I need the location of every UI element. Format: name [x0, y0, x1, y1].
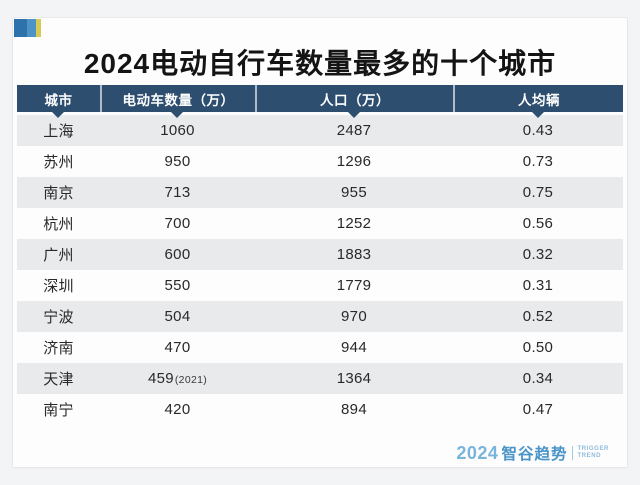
cell-ebikes-note: (2021) — [174, 374, 208, 386]
cell-population: 1364 — [336, 370, 372, 387]
cell-population: 1883 — [336, 246, 372, 263]
table-row: 南宁 420 894 0.47 — [17, 394, 623, 425]
cell-city: 南宁 — [43, 402, 74, 419]
table-header-row: 城市 电动车数量（万） 人口（万） 人均辆 — [17, 85, 623, 112]
table-row: 宁波 504 970 0.52 — [17, 301, 623, 332]
cell-per-capita: 0.73 — [522, 153, 554, 170]
header-notch-city — [51, 111, 65, 118]
cell-per-capita: 0.34 — [522, 370, 554, 387]
header-notch-per-capita — [531, 111, 545, 118]
cell-population: 2487 — [336, 122, 372, 139]
logo-year-text: 2024 — [456, 442, 499, 463]
column-header-2: 人口（万） — [255, 85, 453, 112]
cell-population: 970 — [341, 308, 367, 325]
cell-ebikes: 950 — [164, 153, 191, 170]
table-row: 杭州 700 1252 0.56 — [17, 208, 623, 239]
cell-population: 955 — [341, 184, 367, 201]
table-row: 深圳 550 1779 0.31 — [17, 270, 623, 301]
cell-per-capita: 0.31 — [522, 277, 554, 294]
table-body: 上海 1060 2487 0.43 苏州 950 1296 0.73 南京 713 955 0.75 杭… — [17, 115, 623, 425]
cell-ebikes: 420 — [164, 401, 191, 418]
table-row: 广州 600 1883 0.32 — [17, 239, 623, 270]
page-title: 2024电动自行车数量最多的十个城市 — [83, 48, 557, 79]
cell-ebikes: 1060 — [160, 122, 195, 139]
corner-icon-stripe-dark-blue — [14, 19, 27, 37]
cell-city: 广州 — [43, 247, 74, 264]
column-header-3: 人均辆 — [453, 85, 623, 112]
cell-population: 1252 — [336, 215, 372, 232]
column-header-0: 城市 — [44, 92, 73, 108]
header-notch-population — [347, 111, 361, 118]
cell-city: 上海 — [43, 123, 74, 140]
table-row: 上海 1060 2487 0.43 — [17, 115, 623, 146]
table-row: 苏州 950 1296 0.73 — [17, 146, 623, 177]
cell-city: 苏州 — [43, 154, 74, 171]
cell-per-capita: 0.75 — [522, 184, 554, 201]
publisher-logo: 2024 智谷趋势 TRIGGER TREND — [456, 442, 609, 464]
cell-population: 894 — [341, 401, 367, 418]
cell-city: 济南 — [43, 340, 74, 357]
cell-per-capita: 0.50 — [522, 339, 554, 356]
cell-city: 宁波 — [43, 309, 74, 326]
cell-ebikes: 550 — [164, 277, 191, 294]
cell-ebikes: 459 (2021) — [147, 370, 208, 387]
corner-icon-stripe-yellow — [36, 19, 41, 37]
brand-corner-icon — [14, 19, 41, 37]
cell-city: 天津 — [43, 371, 74, 388]
cell-city: 南京 — [43, 185, 74, 202]
cell-per-capita: 0.56 — [522, 215, 554, 232]
cell-population: 944 — [341, 339, 367, 356]
cell-ebikes: 713 — [164, 184, 191, 201]
cell-per-capita: 0.52 — [522, 308, 554, 325]
cell-ebikes: 470 — [164, 339, 191, 356]
logo-tagline-line2: TREND — [577, 453, 602, 459]
column-header-1: 电动车数量（万） — [100, 85, 255, 112]
cell-ebikes: 504 — [164, 308, 191, 325]
cell-per-capita: 0.32 — [522, 246, 554, 263]
logo-tagline: TRIGGER TREND — [577, 446, 609, 460]
city-ebike-table: 城市 电动车数量（万） 人口（万） 人均辆 上海 1060 2487 0.43 苏州 950 12… — [17, 85, 623, 425]
cell-per-capita: 0.47 — [522, 401, 554, 418]
table-row: 济南 470 944 0.50 — [17, 332, 623, 363]
corner-icon-stripe-light-blue — [27, 19, 36, 37]
cell-population: 1296 — [336, 153, 372, 170]
logo-divider — [572, 446, 574, 460]
table-row: 天津 459 (2021) 1364 0.34 — [17, 363, 623, 394]
infographic-card: 2024电动自行车数量最多的十个城市 城市 电动车数量（万） 人口（万） 人均辆 上海… — [13, 18, 627, 467]
header-notch-ebikes — [170, 111, 184, 118]
cell-population: 1779 — [336, 277, 372, 294]
cell-city: 深圳 — [43, 278, 74, 295]
table-row: 南京 713 955 0.75 — [17, 177, 623, 208]
logo-tagline-line1: TRIGGER — [577, 446, 609, 452]
cell-ebikes: 600 — [164, 246, 191, 263]
logo-brand-text: 智谷趋势 — [501, 446, 568, 463]
cell-per-capita: 0.43 — [522, 122, 554, 139]
cell-ebikes: 700 — [164, 215, 191, 232]
cell-city: 杭州 — [43, 216, 74, 233]
